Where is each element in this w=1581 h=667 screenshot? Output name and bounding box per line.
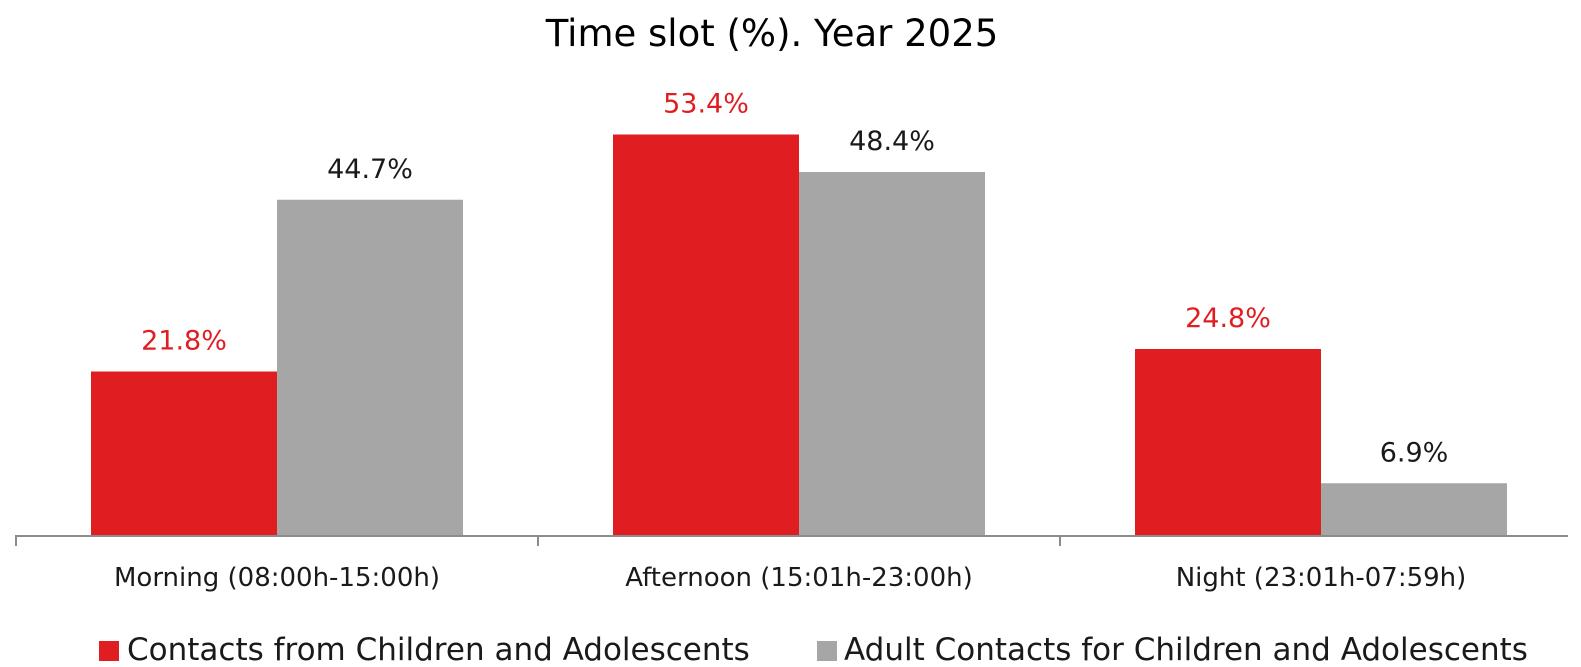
value-label-adults-2: 48.4% — [849, 126, 935, 157]
legend-label-children: Contacts from Children and Adolescents — [127, 632, 750, 667]
chart-title: Time slot (%). Year 2025 — [545, 12, 999, 55]
category-labels-group: Morning (08:00h-15:00h) Afternoon (15:01h… — [114, 563, 1466, 593]
bars-group — [91, 134, 1507, 535]
value-label-children-3: 24.8% — [1185, 303, 1271, 334]
legend-label-adults: Adult Contacts for Children and Adolesce… — [844, 632, 1528, 667]
category-label-3: Night (23:01h-07:59h) — [1176, 563, 1467, 593]
category-label-1: Morning (08:00h-15:00h) — [114, 563, 440, 593]
bar-children-3 — [1135, 349, 1321, 535]
bar-adults-3 — [1321, 483, 1507, 535]
x-axis — [15, 535, 1568, 546]
value-label-children-1: 21.8% — [141, 326, 227, 357]
category-label-2: Afternoon (15:01h-23:00h) — [625, 563, 973, 593]
value-label-children-2: 53.4% — [663, 89, 749, 120]
value-label-adults-3: 6.9% — [1380, 437, 1449, 468]
legend-swatch-adults — [817, 641, 837, 661]
bar-children-2 — [613, 134, 799, 535]
legend-swatch-children — [99, 641, 119, 661]
legend: Contacts from Children and Adolescents A… — [99, 632, 1528, 667]
bar-adults-1 — [277, 199, 463, 535]
bar-children-1 — [91, 371, 277, 535]
bar-adults-2 — [799, 172, 985, 535]
value-labels-group: 21.8% 44.7% 53.4% 48.4% 24.8% 6.9% — [141, 89, 1448, 469]
value-label-adults-1: 44.7% — [327, 154, 413, 185]
